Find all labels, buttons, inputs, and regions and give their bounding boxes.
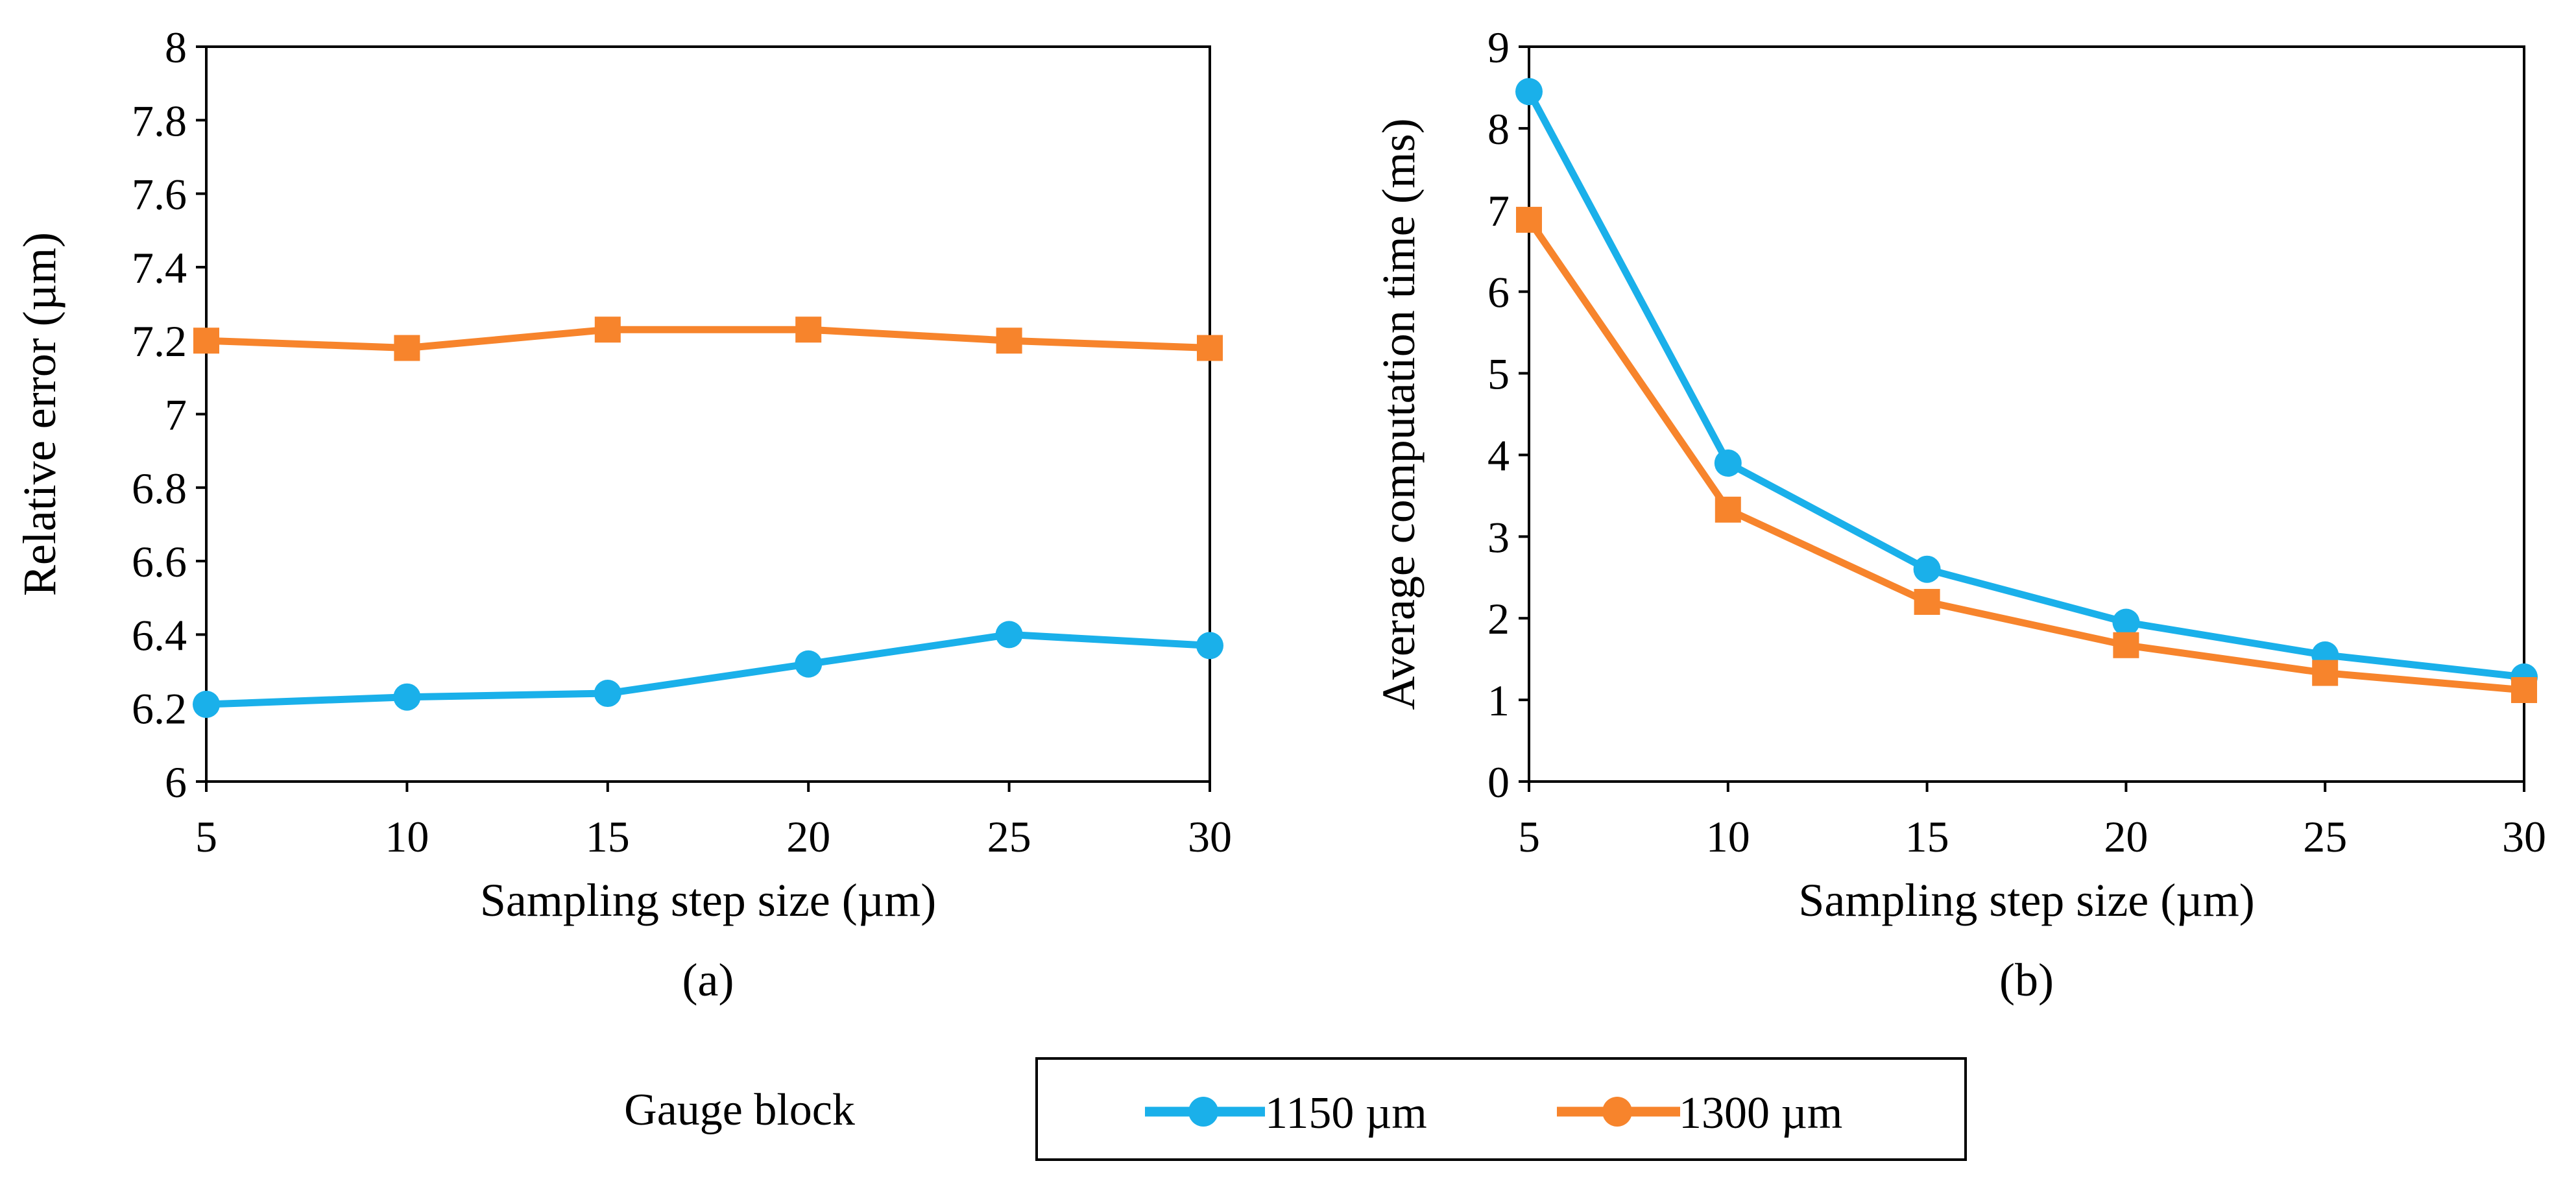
series-line-1300-a [202,326,1214,352]
y-tick-label-a: 6 [165,758,187,807]
legend-entry-1150: 1150 µm [1145,1088,1427,1138]
point-1300-b [2511,677,2537,704]
y-tick-label-a: 8 [165,23,187,72]
point-1150-a [193,691,220,719]
x-tick-label-b: 10 [1706,812,1750,861]
y-tick-label-b: 6 [1487,268,1510,317]
point-1300-a [594,317,621,343]
legend: Gauge block 1150 µm 1300 µm [624,1057,1967,1161]
legend-entry-1300: 1300 µm [1557,1088,1842,1138]
point-1150-a [1196,632,1223,660]
point-1300-a [795,317,822,343]
point-1150-a [995,621,1023,649]
y-tick-label-b: 8 [1487,104,1510,154]
series-line-1150-b [1525,88,2528,681]
point-1150-b [1515,78,1543,106]
x-tick-label-b: 30 [2502,812,2546,861]
legend-label-1150: 1150 µm [1265,1088,1427,1138]
y-tick-label-b: 4 [1487,431,1510,480]
point-1150-b [1714,449,1742,477]
series-line-1150-a [202,630,1214,708]
y-tick-label-a: 6.4 [132,610,187,660]
x-axis-label-b: Sampling step size (µm) [1798,874,2254,926]
point-1300-b [2312,660,2339,686]
point-1300-a [394,335,420,361]
point-1300-b [1914,589,1940,615]
point-1300-a [1197,335,1223,361]
y-tick-label-a: 7.6 [132,170,187,219]
point-1300-a [996,328,1022,354]
point-1150-a [795,650,823,678]
y-tick-label-b: 3 [1487,512,1510,562]
legend-group-label: Gauge block [624,1085,855,1135]
chart-panel-a: 6 6.2 6.4 6.6 6.8 7 7.2 7.4 7.6 7.8 8 5 10 15 20 25 30 Sa… [14,23,1232,1006]
plot-area-b [1528,45,2525,783]
legend-box [1035,1057,1967,1161]
series-line-1300-b [1525,216,2528,694]
x-tick-label-b: 15 [1905,812,1949,861]
y-tick-label-a: 7.2 [132,317,187,366]
x-tick-label-a: 10 [385,812,429,861]
panel-label-a: (a) [682,954,734,1006]
point-1150-b [2112,608,2140,636]
y-tick-label-a: 6.8 [132,464,187,513]
y-tick-label-a: 6.2 [132,684,187,734]
x-tick-label-a: 5 [195,812,217,861]
y-tick-label-b: 2 [1487,594,1510,643]
x-tick-label-a: 30 [1188,812,1232,861]
y-tick-label-a: 7.4 [132,243,187,293]
x-tick-label-b: 20 [2104,812,2148,861]
y-tick-label-a: 7.8 [132,96,187,145]
y-axis-label-a: Relative error (µm) [14,232,66,596]
y-tick-label-b: 7 [1487,186,1510,235]
plot-area-a [205,45,1211,783]
chart-panel-b: 0 1 2 3 4 5 6 7 8 9 5 10 15 20 25 30 Sampling step size … [1373,23,2546,1006]
legend-marker-1150 [1188,1097,1218,1127]
legend-marker-1300 [1602,1097,1632,1127]
x-tick-label-b: 25 [2303,812,2347,861]
x-tick-label-a: 15 [586,812,630,861]
point-1150-a [393,683,421,711]
y-tick-label-b: 1 [1487,676,1510,725]
point-1300-a [193,328,219,354]
x-tick-label-a: 25 [987,812,1031,861]
y-tick-label-a: 6.6 [132,537,187,586]
x-tick-label-b: 5 [1518,812,1540,861]
point-1300-b [1516,206,1542,233]
y-tick-label-b: 0 [1487,758,1510,807]
y-tick-label-b: 5 [1487,350,1510,399]
point-1150-a [594,680,621,708]
y-axis-label-b: Average computation time (ms) [1373,118,1425,710]
x-tick-label-a: 20 [786,812,830,861]
point-1300-b [1715,496,1741,523]
y-tick-label-a: 7 [165,390,187,440]
point-1300-b [2113,632,2139,658]
x-axis-label-a: Sampling step size (µm) [480,874,936,926]
point-1150-b [1913,555,1941,583]
legend-label-1300: 1300 µm [1679,1088,1842,1138]
panel-label-b: (b) [1999,954,2054,1006]
y-tick-label-b: 9 [1487,23,1510,72]
